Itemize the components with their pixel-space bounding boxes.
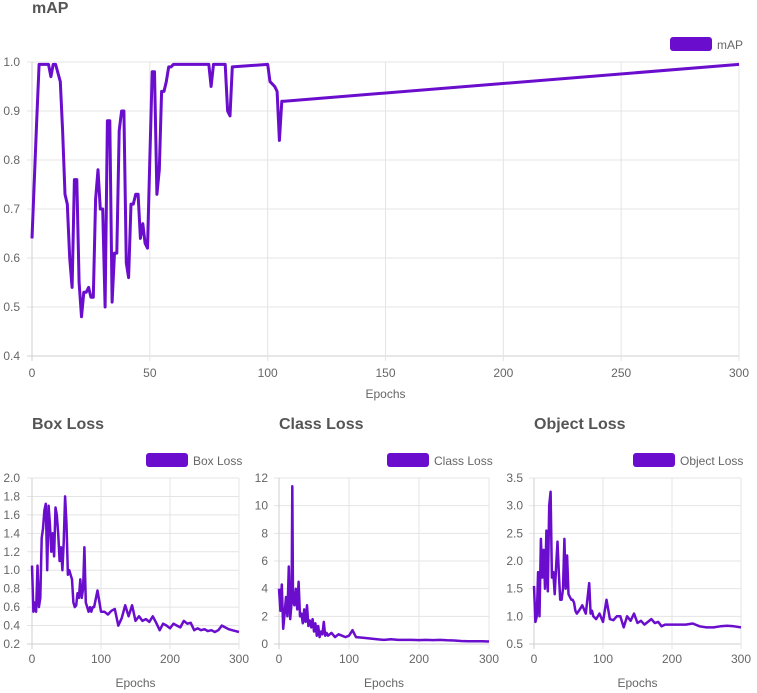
map-chart-title: mAP [32, 0, 69, 17]
map-chart: 0.4 0.5 0.6 0.7 0.8 0.9 1.0 0 50 100 150 200 250 300 E… [3, 37, 749, 401]
object-loss-chart-title: Object Loss [534, 416, 626, 433]
legend-label: Box Loss [193, 454, 242, 468]
legend-swatch [146, 453, 188, 467]
x-tick-label: 200 [409, 652, 429, 666]
x-tick-label: 50 [143, 366, 157, 380]
y-tick-label: 2 [261, 609, 268, 623]
legend-label: Object Loss [680, 454, 743, 468]
class-loss-chart-title: Class Loss [279, 416, 364, 433]
x-tick-label: 200 [493, 366, 513, 380]
y-tick-label: 12 [255, 471, 269, 485]
y-tick-label: 1.0 [3, 563, 20, 577]
x-tick-label: 0 [29, 652, 36, 666]
y-tick-label: 0.5 [506, 637, 523, 651]
y-tick-label: 0.9 [3, 104, 20, 118]
x-tick-label: 150 [375, 366, 395, 380]
y-tick-label: 0 [261, 637, 268, 651]
y-tick-label: 0.6 [3, 251, 20, 265]
x-tick-label: 100 [91, 652, 111, 666]
y-tick-label: 0.4 [3, 349, 20, 363]
x-tick-label: 200 [662, 652, 682, 666]
legend-swatch [387, 453, 429, 467]
y-tick-label: 0.2 [3, 637, 20, 651]
y-tick-label: 1.0 [3, 55, 20, 69]
x-tick-label: 100 [593, 652, 613, 666]
x-tick-label: 300 [229, 652, 249, 666]
series-line [30, 62, 740, 319]
y-tick-label: 2.5 [506, 526, 523, 540]
legend-item[interactable]: Class Loss [387, 453, 493, 468]
x-axis-title: Epochs [365, 387, 405, 401]
y-tick-label: 1.5 [506, 582, 523, 596]
y-tick-label: 0.8 [3, 582, 20, 596]
x-axis-title: Epochs [617, 676, 657, 690]
y-tick-label: 0.7 [3, 202, 20, 216]
x-tick-label: 300 [479, 652, 499, 666]
x-tick-label: 100 [258, 366, 278, 380]
legend-label: mAP [717, 38, 743, 52]
y-tick-label: 0.4 [3, 619, 20, 633]
y-tick-label: 0.5 [3, 300, 20, 314]
legend-swatch [670, 37, 712, 51]
y-tick-label: 1.8 [3, 489, 20, 503]
series-line [532, 490, 742, 629]
x-tick-label: 0 [29, 366, 36, 380]
series-line [30, 495, 240, 634]
x-axis-title: Epochs [364, 676, 404, 690]
series-line [277, 485, 490, 643]
y-tick-label: 1.6 [3, 508, 20, 522]
y-tick-label: 1.4 [3, 526, 20, 540]
x-tick-label: 0 [276, 652, 283, 666]
x-tick-label: 300 [731, 652, 751, 666]
y-tick-label: 3.0 [506, 499, 523, 513]
y-tick-label: 1.0 [506, 609, 523, 623]
y-tick-label: 2.0 [506, 554, 523, 568]
legend-label: Class Loss [434, 454, 493, 468]
legend-item[interactable]: Box Loss [146, 453, 242, 468]
y-tick-label: 4 [261, 582, 268, 596]
y-tick-label: 3.5 [506, 471, 523, 485]
y-tick-label: 0.8 [3, 153, 20, 167]
box-loss-chart-title: Box Loss [32, 416, 105, 433]
y-tick-label: 2.0 [3, 471, 20, 485]
legend-swatch [633, 453, 675, 467]
box-loss-chart: 0.2 0.4 0.6 0.8 1.0 1.2 1.4 1.6 1.8 2.0 0 100 200 300… [3, 453, 249, 690]
legend-item[interactable]: mAP [670, 37, 743, 52]
x-tick-label: 300 [729, 366, 749, 380]
x-tick-label: 250 [611, 366, 631, 380]
y-tick-label: 0.6 [3, 600, 20, 614]
y-tick-label: 1.2 [3, 545, 20, 559]
y-tick-label: 8 [261, 526, 268, 540]
x-axis-title: Epochs [115, 676, 155, 690]
legend-item[interactable]: Object Loss [633, 453, 743, 468]
x-tick-label: 100 [339, 652, 359, 666]
x-tick-label: 200 [160, 652, 180, 666]
class-loss-chart: 0 2 4 6 8 10 12 0 100 200 300 Epochs Class Loss [255, 453, 499, 690]
y-tick-label: 6 [261, 554, 268, 568]
x-tick-label: 0 [531, 652, 538, 666]
y-tick-label: 10 [255, 499, 269, 513]
object-loss-chart: 0.5 1.0 1.5 2.0 2.5 3.0 3.5 0 100 200 300 Epochs Obj… [506, 453, 751, 690]
